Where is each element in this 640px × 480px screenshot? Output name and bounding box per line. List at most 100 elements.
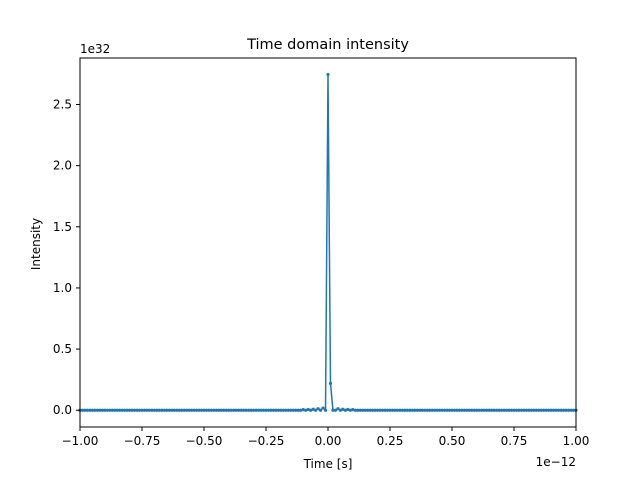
data-point	[130, 408, 134, 412]
data-point	[296, 408, 300, 412]
data-point	[368, 408, 372, 412]
data-point	[495, 408, 499, 412]
data-point	[100, 408, 104, 412]
x-tick-label: −0.25	[248, 434, 285, 448]
x-tick-label: −0.75	[124, 434, 161, 448]
data-point	[242, 408, 246, 412]
data-point	[562, 408, 566, 412]
data-point	[227, 408, 231, 412]
data-point	[338, 408, 342, 412]
data-point	[209, 408, 214, 412]
data-point	[390, 408, 395, 412]
data-point	[150, 408, 154, 412]
data-point	[331, 408, 335, 412]
data-point	[442, 408, 447, 412]
data-point	[450, 408, 454, 412]
data-point	[88, 408, 92, 412]
x-tick-label: 1.00	[563, 434, 590, 448]
data-point	[103, 408, 107, 412]
data-point	[413, 408, 417, 412]
data-point	[445, 408, 449, 412]
data-point	[118, 408, 122, 412]
data-point	[532, 408, 536, 412]
data-point	[83, 408, 87, 412]
data-point	[522, 408, 526, 412]
data-point	[132, 408, 137, 412]
data-point	[569, 408, 573, 412]
data-point	[485, 408, 489, 412]
data-point	[152, 408, 156, 412]
data-point	[165, 408, 169, 412]
x-axis-label: Time [s]	[303, 457, 353, 471]
data-point	[266, 408, 271, 412]
data-point	[557, 408, 561, 412]
data-point	[197, 408, 201, 412]
data-point	[113, 408, 117, 412]
data-point	[147, 408, 152, 412]
data-point	[232, 408, 236, 412]
data-point	[202, 408, 206, 412]
data-point	[477, 408, 481, 412]
data-point	[249, 408, 253, 412]
data-point	[177, 408, 181, 412]
data-point	[475, 408, 479, 412]
data-point	[264, 408, 268, 412]
data-point	[395, 408, 400, 412]
data-point	[237, 408, 241, 412]
data-point	[120, 408, 124, 412]
data-point	[259, 408, 263, 412]
data-point	[212, 408, 216, 412]
data-point	[487, 408, 491, 412]
x-axis-ticks: −1.00 −0.75 −0.50 −0.25 0.00 0.25 0.50 0.75 1.00	[62, 427, 590, 448]
data-point	[199, 408, 204, 412]
data-point	[155, 408, 159, 412]
y-axis-offset-label: 1e32	[80, 42, 110, 56]
data-point	[95, 408, 99, 412]
data-point	[125, 408, 129, 412]
data-point	[472, 408, 476, 412]
data-point	[162, 408, 166, 412]
data-point	[204, 408, 209, 412]
data-point	[502, 408, 506, 412]
data-point	[306, 407, 310, 412]
data-point	[254, 408, 258, 412]
data-point	[353, 408, 357, 412]
data-point	[336, 407, 340, 411]
data-point	[299, 408, 303, 412]
data-point	[321, 406, 325, 410]
data-point	[380, 408, 385, 412]
data-point	[279, 408, 283, 412]
data-point	[224, 408, 228, 412]
data-point	[388, 408, 392, 412]
data-point	[252, 408, 256, 412]
data-point	[314, 408, 318, 412]
data-point	[462, 408, 466, 412]
x-tick-label: 0.00	[315, 434, 342, 448]
data-point	[284, 408, 288, 412]
data-point	[490, 408, 494, 412]
data-point	[137, 408, 142, 412]
data-point	[430, 408, 434, 412]
data-point	[542, 408, 546, 412]
data-point	[410, 408, 414, 412]
data-point	[423, 408, 427, 412]
data-point	[187, 408, 191, 412]
x-tick-label: 0.75	[501, 434, 528, 448]
data-point	[358, 408, 362, 412]
data-point	[172, 408, 176, 412]
data-point	[105, 408, 109, 412]
data-point	[234, 408, 238, 412]
data-point	[507, 408, 511, 412]
data-point	[318, 408, 323, 412]
data-point	[549, 408, 553, 412]
data-point	[346, 407, 350, 412]
data-point	[400, 408, 404, 412]
data-point	[435, 408, 439, 412]
data-point	[420, 408, 424, 412]
data-point	[269, 408, 273, 412]
y-axis-ticks: 0.0 0.5 1.0 1.5 2.0 2.5	[53, 97, 80, 417]
x-tick-label: −0.50	[186, 434, 223, 448]
data-point	[207, 408, 211, 412]
x-tick-label: 0.25	[377, 434, 404, 448]
